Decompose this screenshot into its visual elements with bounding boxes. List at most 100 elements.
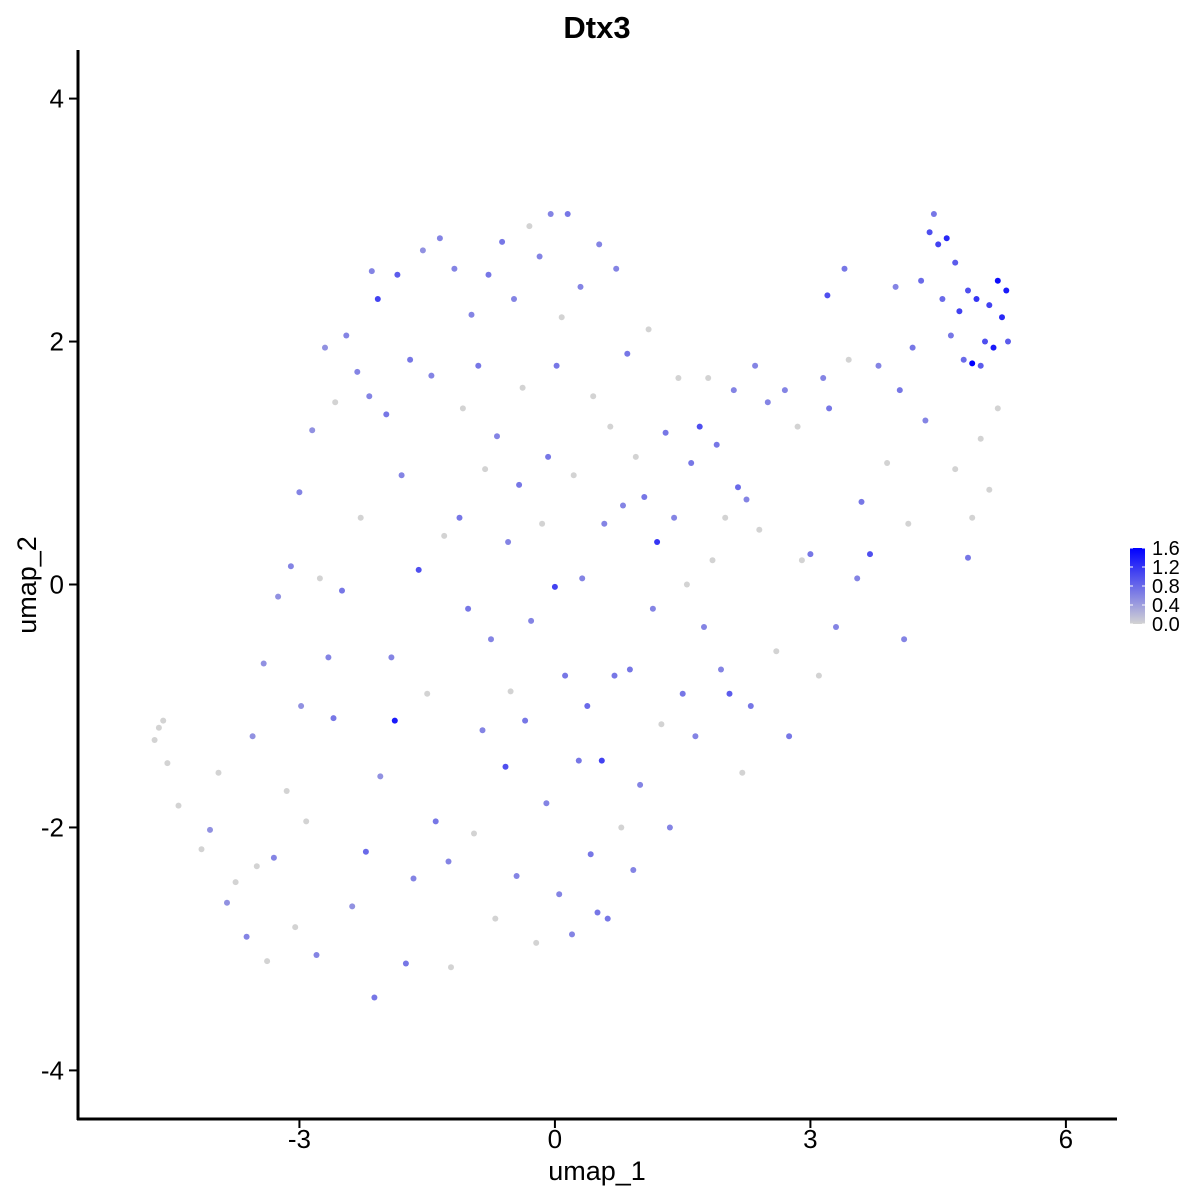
data-point [545, 453, 552, 460]
data-point [688, 460, 695, 466]
data-point [419, 247, 426, 254]
data-point [613, 265, 620, 272]
data-point [283, 788, 290, 794]
data-point [551, 583, 558, 590]
data-point [357, 514, 364, 521]
data-point [558, 314, 565, 321]
data-point [516, 481, 523, 488]
data-point [867, 551, 873, 558]
data-point [918, 277, 925, 284]
data-point [952, 466, 959, 473]
data-point [973, 296, 980, 302]
data-point [292, 924, 299, 931]
data-point [151, 737, 158, 743]
data-point [155, 724, 162, 731]
data-point [298, 703, 305, 709]
data-point [645, 326, 652, 333]
data-point [675, 375, 682, 381]
colorbar-tick-label: 0.8 [1152, 576, 1180, 598]
data-point [930, 211, 937, 217]
data-point [270, 854, 277, 861]
data-point [322, 344, 328, 351]
data-point [969, 514, 976, 521]
data-point [982, 338, 988, 345]
data-point [598, 757, 605, 764]
data-point [479, 727, 486, 734]
data-point [854, 575, 861, 582]
data-point [730, 387, 737, 394]
data-point [618, 824, 625, 831]
data-point [990, 344, 997, 351]
data-point [756, 526, 763, 533]
data-point [905, 520, 912, 527]
data-point [374, 296, 381, 302]
data-point [424, 690, 431, 697]
y-axis-ticks: -4 -2 0 2 4 [41, 84, 77, 1085]
y-tick-label: -4 [41, 1055, 64, 1085]
data-point [309, 427, 316, 434]
data-point [965, 287, 971, 294]
data-point [986, 486, 993, 493]
data-point [445, 858, 452, 865]
data-point [596, 241, 603, 248]
data-point [362, 848, 369, 855]
chart-title: Dtx3 [563, 10, 630, 45]
data-point [528, 617, 535, 624]
data-point [892, 283, 899, 290]
data-point [207, 826, 213, 833]
data-point [764, 399, 771, 406]
data-point [488, 636, 494, 643]
y-tick-label: -2 [41, 812, 64, 842]
data-point [620, 502, 626, 509]
data-point [956, 308, 963, 315]
data-point [952, 259, 959, 266]
data-point [502, 763, 509, 770]
data-point [666, 824, 673, 831]
data-point [313, 952, 320, 958]
data-point [354, 368, 361, 375]
data-point [713, 441, 720, 448]
data-point [398, 472, 405, 479]
data-point [349, 903, 356, 910]
data-point [249, 733, 256, 740]
data-point [858, 498, 865, 505]
data-point [922, 417, 929, 424]
data-point [475, 362, 482, 369]
data-point [590, 393, 597, 400]
data-point [624, 350, 631, 357]
data-point [654, 539, 661, 545]
data-point [884, 460, 891, 466]
data-point [584, 703, 591, 709]
data-point [781, 387, 788, 394]
data-point [845, 356, 852, 363]
data-point [459, 405, 466, 412]
data-point [999, 314, 1005, 321]
data-point [260, 660, 267, 667]
data-point [465, 605, 472, 612]
data-point [604, 915, 611, 922]
data-point [388, 654, 395, 661]
data-point [824, 292, 831, 299]
data-point [539, 520, 546, 527]
data-point [587, 851, 594, 858]
data-point [773, 648, 780, 655]
colorbar-tick-label: 1.6 [1152, 538, 1180, 560]
data-point [428, 372, 435, 379]
data-point [253, 863, 260, 870]
data-point [739, 769, 746, 776]
data-point [368, 268, 375, 275]
data-point [709, 557, 716, 564]
data-point [564, 211, 571, 217]
data-point [494, 433, 500, 440]
x-tick-label: 0 [548, 1124, 562, 1154]
data-point [296, 489, 303, 496]
data-point [939, 296, 946, 302]
data-point [641, 494, 648, 500]
data-point [526, 223, 533, 230]
data-point [747, 703, 754, 709]
data-point [943, 235, 950, 242]
data-point [909, 344, 916, 351]
data-point [786, 733, 793, 740]
data-point [626, 666, 633, 673]
